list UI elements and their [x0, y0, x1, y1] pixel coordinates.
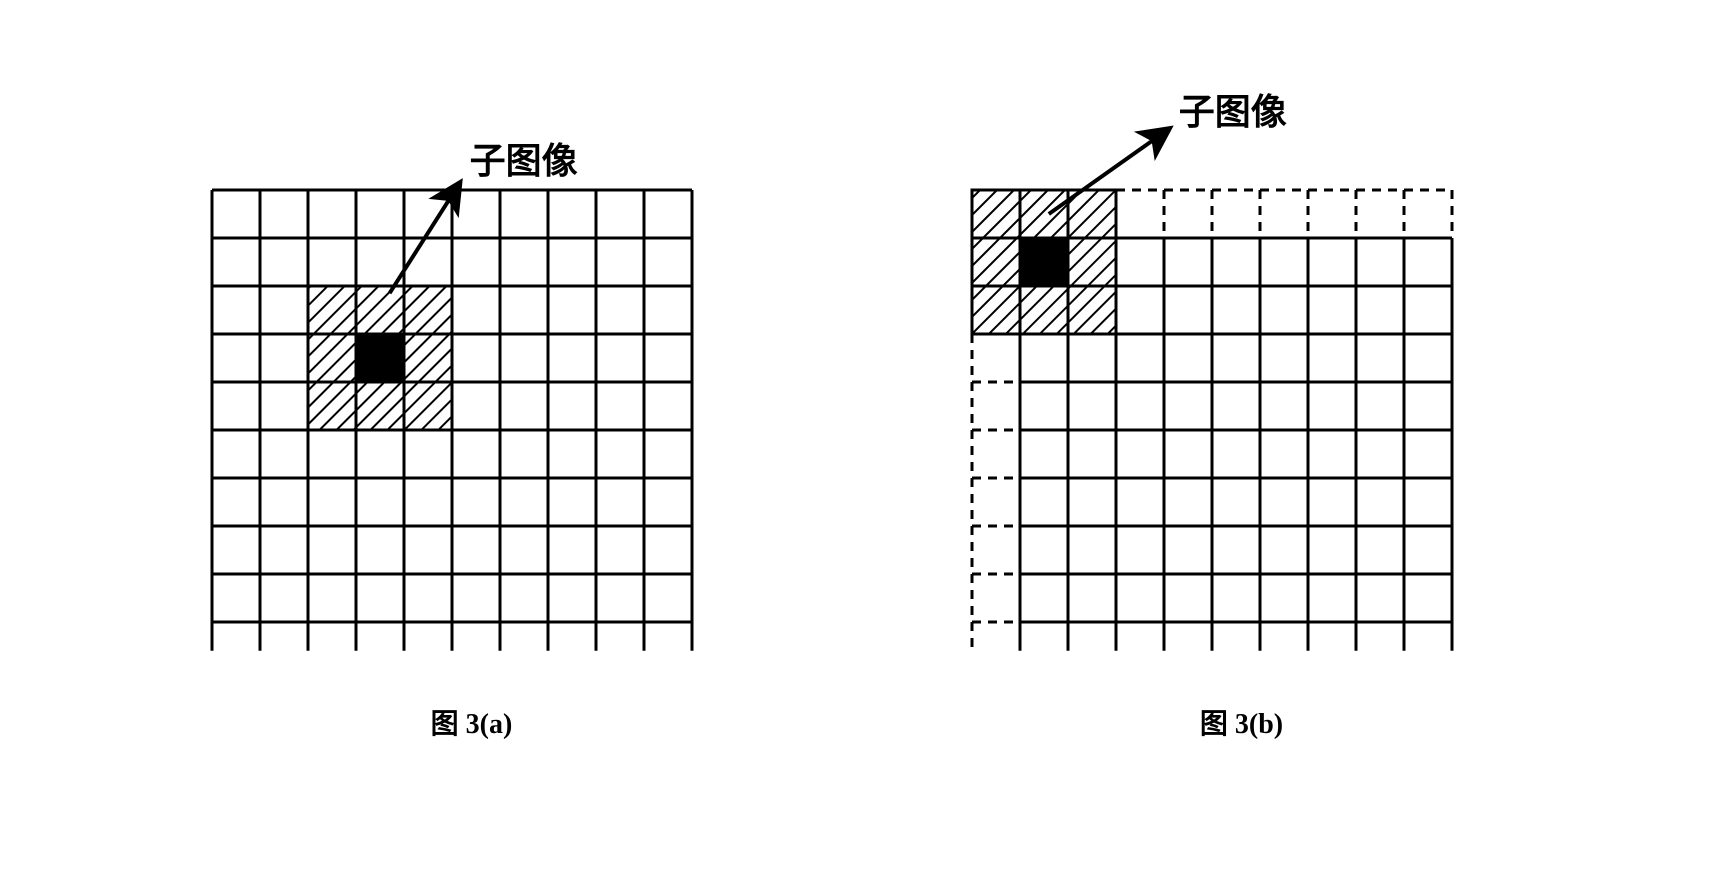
caption-a: 图 3(a)	[431, 702, 513, 742]
caption-b: 图 3(b)	[1200, 702, 1283, 742]
panel-a-svg: 子图像	[182, 40, 762, 682]
label-b: 子图像	[1178, 92, 1286, 132]
panel-b-svg: 子图像	[942, 40, 1542, 682]
label-a: 子图像	[469, 141, 577, 181]
